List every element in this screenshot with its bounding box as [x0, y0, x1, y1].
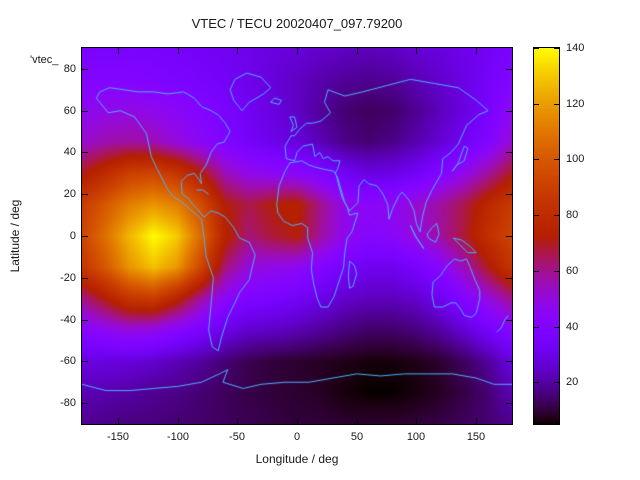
x-tick-mirror [178, 48, 179, 54]
y-tick-label: 20 [63, 188, 76, 200]
colorbar-tick-label: 80 [566, 209, 579, 221]
colorbar-tick-label: 140 [566, 42, 585, 54]
x-tick-label: -50 [229, 431, 245, 443]
colorbar-tick-right [554, 104, 559, 105]
colorbar-tick-label: 40 [566, 321, 579, 333]
y-tick [82, 152, 88, 153]
x-tick-mirror [237, 48, 238, 54]
x-tick [237, 418, 238, 424]
x-tick-mirror [416, 48, 417, 54]
x-axis-label: Longitude / deg [255, 452, 339, 466]
x-tick [297, 418, 298, 424]
y-tick-label: -80 [60, 397, 76, 409]
y-tick-mirror [506, 320, 512, 321]
colorbar-tick-right [554, 159, 559, 160]
colorbar-tick [534, 382, 539, 383]
y-tick [82, 403, 88, 404]
y-tick-label: -60 [60, 355, 76, 367]
x-tick [476, 418, 477, 424]
x-tick-label: -150 [106, 431, 130, 443]
x-tick-label: 150 [466, 431, 486, 443]
colorbar-tick [534, 104, 539, 105]
y-tick-label: -40 [60, 314, 76, 326]
y-tick-mirror [506, 403, 512, 404]
x-tick-mirror [297, 48, 298, 54]
y-tick-mirror [506, 361, 512, 362]
colorbar-tick-right [554, 327, 559, 328]
colorbar-tick-right [554, 215, 559, 216]
colorbar-tick-label: 120 [566, 98, 585, 110]
x-tick [357, 418, 358, 424]
y-tick-mirror [506, 152, 512, 153]
x-tick-label: 0 [293, 431, 301, 443]
y-tick-label: -20 [60, 272, 76, 284]
y-tick [82, 361, 88, 362]
colorbar [533, 47, 560, 425]
x-tick-mirror [476, 48, 477, 54]
x-tick-label: 100 [406, 431, 426, 443]
x-tick-mirror [118, 48, 119, 54]
colorbar-tick [534, 327, 539, 328]
colorbar-tick [534, 215, 539, 216]
y-tick-mirror [506, 194, 512, 195]
y-tick [82, 111, 88, 112]
colorbar-tick [534, 271, 539, 272]
y-tick-mirror [506, 236, 512, 237]
coastline-overlay [82, 48, 512, 424]
colorbar-canvas [534, 48, 559, 424]
x-tick [118, 418, 119, 424]
heatmap-plot-area [81, 47, 513, 425]
y-tick-label: 40 [63, 146, 76, 158]
y-tick-mirror [506, 111, 512, 112]
colorbar-tick-label: 100 [566, 153, 585, 165]
y-tick [82, 69, 88, 70]
colorbar-tick [534, 48, 539, 49]
y-axis-label: Latitude / deg [8, 199, 22, 273]
key-label: 'vtec_ [30, 54, 59, 66]
chart-title: VTEC / TECU 20020407_097.79200 [191, 16, 403, 31]
y-tick [82, 194, 88, 195]
x-tick [416, 418, 417, 424]
colorbar-tick-right [554, 271, 559, 272]
colorbar-tick-right [554, 382, 559, 383]
colorbar-tick-label: 60 [566, 265, 579, 277]
y-tick-mirror [506, 69, 512, 70]
y-tick-mirror [506, 278, 512, 279]
x-tick-label: -100 [166, 431, 190, 443]
colorbar-tick-label: 20 [566, 376, 579, 388]
y-tick [82, 236, 88, 237]
y-tick [82, 320, 88, 321]
y-tick-label: 0 [69, 230, 76, 242]
colorbar-tick-right [554, 48, 559, 49]
x-tick [178, 418, 179, 424]
x-tick-mirror [357, 48, 358, 54]
colorbar-tick [534, 159, 539, 160]
y-tick-label: 60 [63, 105, 76, 117]
x-tick-label: 50 [350, 431, 364, 443]
y-tick [82, 278, 88, 279]
y-tick-label: 80 [63, 63, 76, 75]
y-axis-label-wrap: Latitude / deg [4, 48, 26, 424]
